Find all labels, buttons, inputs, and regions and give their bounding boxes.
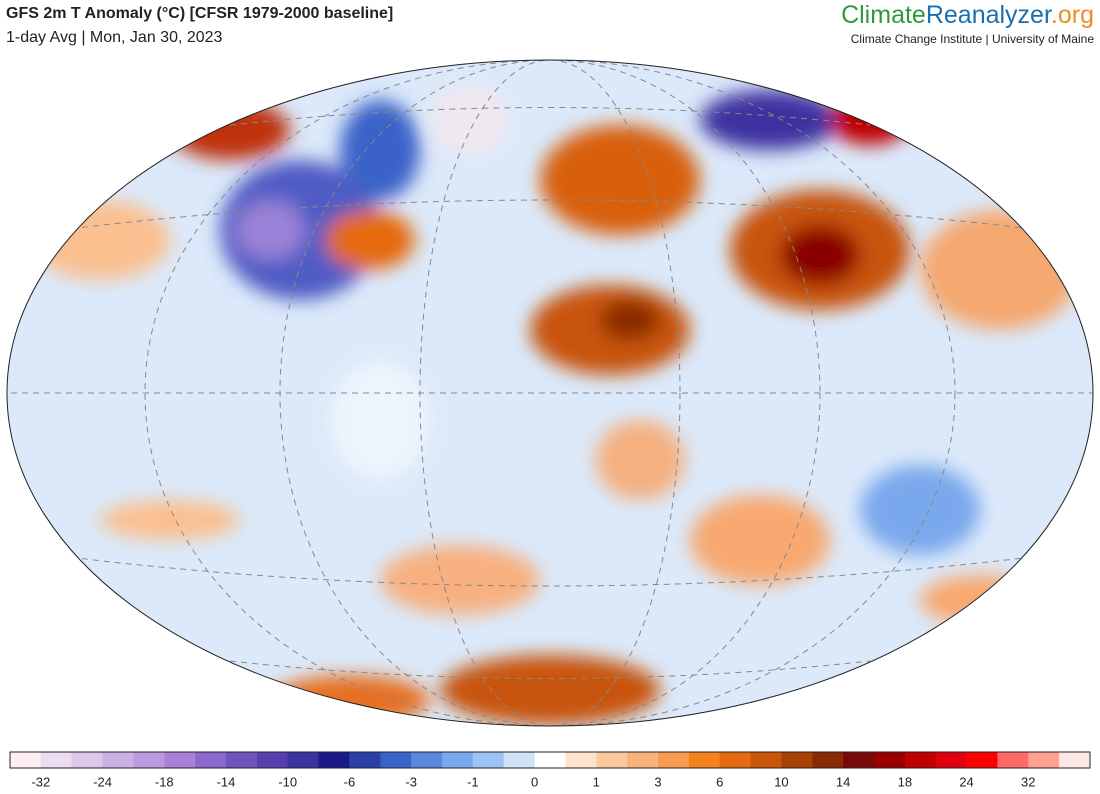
colorbar-tick-label: -32 — [31, 774, 50, 789]
colorbar-swatch — [380, 752, 412, 768]
colorbar-tick-label: 3 — [654, 774, 661, 789]
colorbar-tick-label: 10 — [774, 774, 788, 789]
globe-outline — [6, 59, 1094, 727]
colorbar-tick-label: 32 — [1021, 774, 1035, 789]
colorbar-swatch — [935, 752, 968, 768]
colorbar-tick-label: 18 — [898, 774, 912, 789]
logo-part: .org — [1051, 1, 1094, 29]
colorbar-frame — [9, 751, 1091, 769]
colorbar-tick-label: 6 — [716, 774, 723, 789]
colorbar-swatch — [164, 752, 196, 768]
colorbar-swatch — [71, 752, 104, 768]
colorbar-swatch — [10, 752, 42, 768]
colorbar: -32 -24 -18 -14 -10 -6 -3 -1 0 1 3 6 10 14 18 24 32 — [9, 751, 1091, 789]
colorbar-tick-label: -1 — [467, 774, 479, 789]
colorbar-swatch — [966, 752, 998, 768]
colorbar-swatch — [40, 752, 73, 768]
colorbar-swatch — [195, 752, 227, 768]
colorbar-tick-label: -3 — [405, 774, 417, 789]
colorbar-swatch — [503, 752, 536, 768]
logo-tagline: Climate Change Institute | University of… — [851, 32, 1095, 46]
colorbar-tick-label: 1 — [593, 774, 600, 789]
colorbar-swatch — [658, 752, 690, 768]
colorbar-swatch — [874, 752, 906, 768]
colorbar-swatch — [596, 752, 628, 768]
map — [7, 60, 1093, 726]
colorbar-swatch — [904, 752, 937, 768]
colorbar-swatch — [349, 752, 381, 768]
colorbar-tick-label: -14 — [217, 774, 236, 789]
colorbar-swatch — [472, 752, 505, 768]
colorbar-tick-label: -10 — [278, 774, 297, 789]
colorbar-tick-label: 0 — [531, 774, 538, 789]
subtitle: 1-day Avg | Mon, Jan 30, 2023 — [6, 29, 223, 46]
colorbar-swatch — [565, 752, 597, 768]
colorbar-swatch — [133, 752, 165, 768]
colorbar-swatch — [1028, 752, 1060, 768]
colorbar-swatch — [534, 752, 566, 768]
colorbar-tick-label: -24 — [93, 774, 112, 789]
colorbar-swatch — [843, 752, 875, 768]
colorbar-swatch — [997, 752, 1029, 768]
colorbar-swatch — [719, 752, 752, 768]
colorbar-swatch — [688, 752, 721, 768]
colorbar-swatch — [1059, 752, 1091, 768]
colorbar-swatch — [812, 752, 844, 768]
colorbar-swatch — [318, 752, 350, 768]
logo: ClimateReanalyzer.org — [841, 1, 1094, 29]
title: GFS 2m T Anomaly (°C) [CFSR 1979-2000 ba… — [6, 5, 393, 22]
colorbar-tick-label: -6 — [344, 774, 356, 789]
colorbar-swatch — [102, 752, 134, 768]
colorbar-swatch — [627, 752, 659, 768]
colorbar-swatch — [287, 752, 320, 768]
colorbar-tick-label: 14 — [836, 774, 850, 789]
logo-part: Reanalyzer — [926, 1, 1052, 29]
colorbar-swatch — [226, 752, 258, 768]
colorbar-tick-label: -18 — [155, 774, 174, 789]
colorbar-swatch — [781, 752, 813, 768]
colorbar-swatch — [411, 752, 443, 768]
colorbar-tick-label: 24 — [959, 774, 973, 789]
colorbar-swatch — [750, 752, 782, 768]
colorbar-swatch — [256, 752, 289, 768]
logo-part: Climate — [841, 1, 926, 29]
colorbar-swatch — [442, 752, 474, 768]
